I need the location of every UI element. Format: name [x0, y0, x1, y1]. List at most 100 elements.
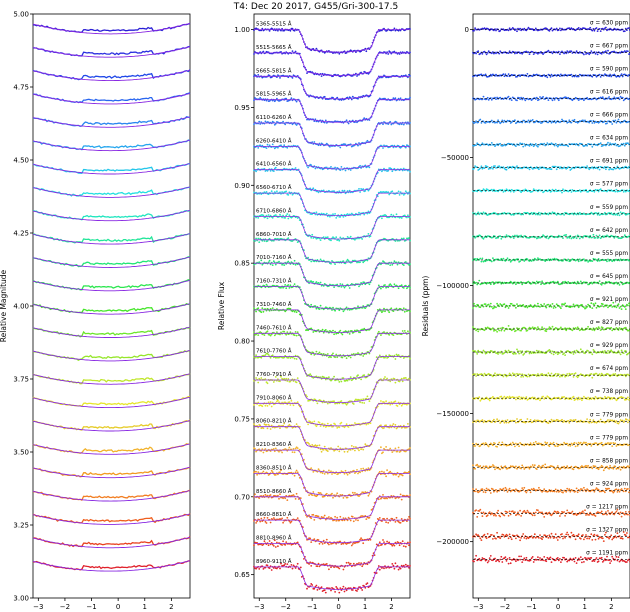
flux-point: [393, 544, 396, 547]
flux-point: [290, 520, 293, 523]
flux-point: [396, 405, 399, 407]
flux-model-7: [254, 169, 410, 193]
residual-point: [507, 95, 510, 98]
flux-point: [286, 499, 289, 501]
flux-point: [314, 118, 317, 121]
flux-point: [400, 498, 403, 501]
flux-point: [341, 356, 344, 359]
residual-point: [609, 73, 611, 76]
flux-point: [358, 142, 360, 144]
residual-point: [499, 29, 502, 32]
flux-point: [259, 51, 262, 53]
flux-point: [368, 166, 371, 169]
magnitude-model-17: [32, 396, 191, 409]
flux-point: [259, 123, 262, 125]
flux-point: [326, 450, 329, 452]
flux-point: [317, 539, 320, 541]
residual-point: [538, 168, 540, 171]
flux-point: [286, 146, 289, 149]
flux-point: [359, 261, 361, 263]
flux-point: [392, 423, 395, 425]
channel-label: 8960-9110 Å: [256, 558, 292, 565]
residual-point: [573, 118, 576, 121]
residual-point: [516, 99, 518, 102]
flux-point: [346, 519, 349, 522]
flux-point: [362, 261, 365, 264]
residual-point: [490, 142, 493, 144]
flux-point: [357, 144, 359, 147]
flux-point: [363, 402, 366, 404]
flux-point: [351, 95, 354, 98]
flux-point: [407, 214, 409, 217]
residual-point: [482, 95, 485, 98]
flux-point: [326, 215, 329, 218]
y-tick-label: 0.75: [234, 415, 250, 423]
residual-point: [600, 52, 603, 55]
flux-point: [289, 307, 292, 310]
flux-point: [380, 446, 382, 449]
residual-point: [479, 118, 482, 121]
flux-point: [282, 424, 284, 427]
flux-point: [329, 215, 331, 218]
flux-point: [311, 444, 314, 446]
residual-point: [479, 167, 482, 170]
flux-point: [359, 331, 361, 334]
flux-point: [381, 170, 383, 173]
flux-point: [274, 263, 277, 266]
residual-point: [613, 121, 616, 123]
flux-point: [271, 143, 274, 146]
flux-point: [362, 448, 365, 451]
flux-point: [263, 240, 266, 242]
magnitude-model-1: [32, 22, 191, 35]
flux-point: [407, 423, 409, 425]
flux-point: [281, 263, 283, 266]
flux-point: [332, 306, 334, 309]
flux-point: [257, 147, 260, 149]
flux-point: [394, 29, 397, 32]
residual-point: [551, 52, 554, 55]
flux-point: [283, 264, 286, 266]
flux-point: [293, 334, 296, 337]
flux-point: [264, 120, 267, 123]
flux-point: [404, 146, 407, 149]
residual-point: [567, 145, 570, 148]
magnitude-model-19: [32, 443, 191, 455]
flux-point: [254, 240, 256, 242]
flux-point: [394, 240, 397, 242]
flux-point: [322, 469, 325, 472]
flux-point: [286, 213, 289, 215]
channel-label: 7310-7460 Å: [256, 301, 292, 308]
flux-point: [388, 541, 391, 544]
flux-point: [368, 493, 371, 495]
flux-point: [384, 310, 386, 313]
flux-point: [352, 403, 355, 405]
flux-point: [278, 424, 280, 427]
flux-point: [388, 334, 391, 336]
residual-point: [590, 50, 593, 52]
flux-point: [268, 237, 271, 240]
channel-label: 7010-7160 Å: [256, 254, 292, 261]
flux-point: [362, 542, 365, 545]
x-tick-label: −1: [86, 603, 96, 611]
residual-point: [612, 168, 615, 171]
flux-point: [279, 213, 281, 216]
flux-point: [409, 494, 411, 496]
flux-point: [385, 521, 387, 524]
flux-point: [398, 194, 401, 196]
flux-point: [288, 287, 291, 289]
flux-point: [397, 475, 400, 478]
flux-point: [397, 287, 400, 290]
flux-point: [346, 402, 349, 405]
residual-point: [505, 168, 508, 171]
flux-point: [392, 214, 395, 217]
flux-point: [310, 353, 313, 356]
flux-point: [284, 284, 287, 286]
flux-point: [382, 310, 384, 312]
flux-point: [347, 426, 350, 428]
flux-point: [345, 589, 348, 592]
residual-point: [575, 50, 578, 53]
flux-point: [287, 260, 290, 263]
flux-point: [295, 469, 298, 472]
flux-point: [358, 211, 360, 214]
